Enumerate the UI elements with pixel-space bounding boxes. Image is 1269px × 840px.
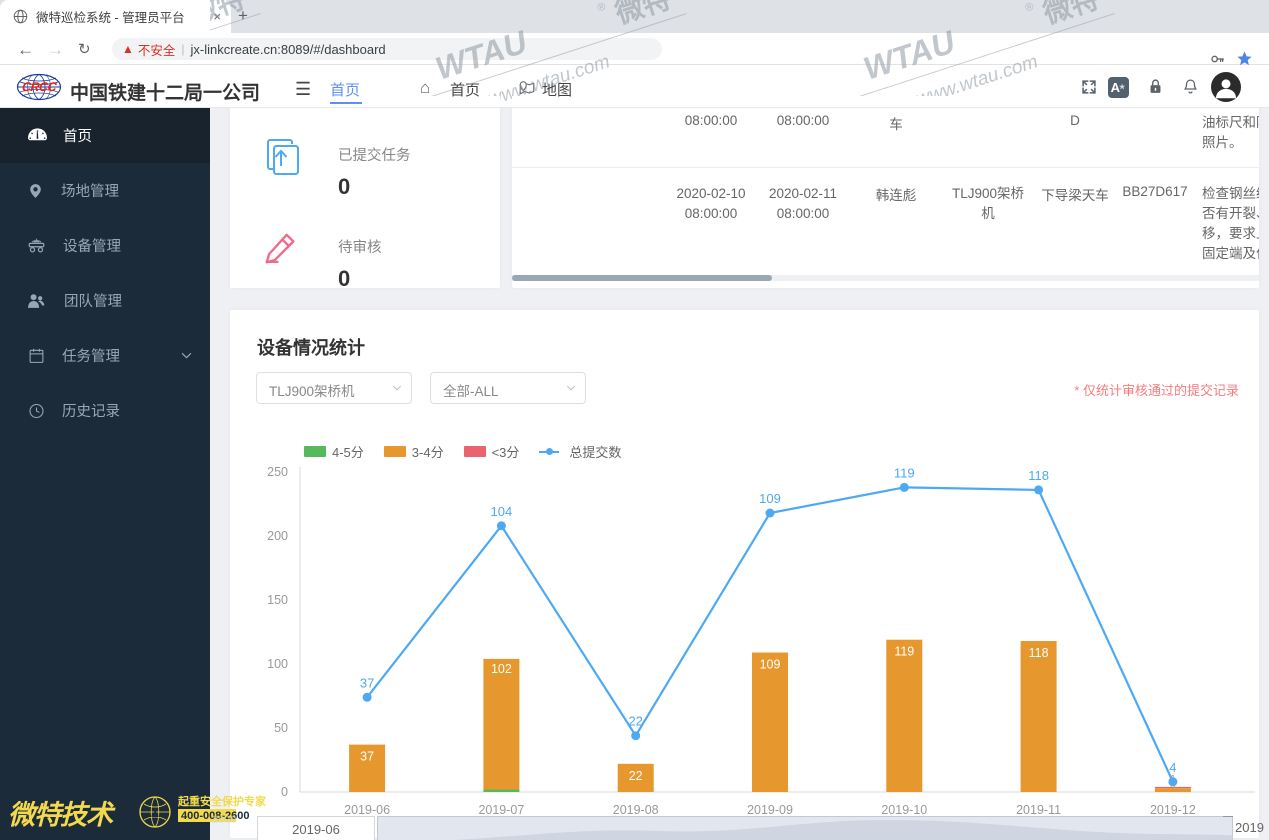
svg-text:2019-06: 2019-06 — [344, 803, 390, 817]
svg-text:104: 104 — [491, 504, 513, 519]
svg-text:2019-08: 2019-08 — [613, 803, 659, 817]
svg-text:250: 250 — [267, 465, 288, 479]
svg-text:37: 37 — [360, 675, 374, 690]
svg-text:2019-12: 2019-12 — [1150, 803, 1196, 817]
svg-text:100: 100 — [267, 657, 288, 671]
svg-text:22: 22 — [629, 769, 643, 783]
svg-text:2019-11: 2019-11 — [1016, 803, 1061, 817]
svg-text:0: 0 — [281, 785, 288, 799]
svg-text:119: 119 — [894, 645, 914, 659]
svg-text:118: 118 — [1028, 468, 1049, 483]
svg-text:118: 118 — [1029, 646, 1049, 660]
svg-text:150: 150 — [267, 593, 288, 607]
svg-text:50: 50 — [274, 721, 288, 735]
svg-text:2019-07: 2019-07 — [478, 803, 524, 817]
svg-text:起重安全保护专家: 起重安全保护专家 — [177, 794, 267, 808]
svg-text:200: 200 — [267, 529, 288, 543]
svg-text:CRCC: CRCC — [21, 80, 58, 94]
svg-text:Z: Z — [151, 805, 159, 820]
svg-text:37: 37 — [360, 750, 374, 764]
svg-text:22: 22 — [628, 714, 642, 729]
svg-text:微特技术: 微特技术 — [8, 800, 116, 830]
svg-text:109: 109 — [760, 658, 781, 672]
svg-text:4: 4 — [1169, 760, 1176, 775]
svg-text:102: 102 — [491, 662, 512, 676]
svg-text:2019-10: 2019-10 — [881, 803, 927, 817]
svg-text:2019-09: 2019-09 — [747, 803, 793, 817]
svg-text:119: 119 — [894, 465, 915, 480]
svg-text:109: 109 — [759, 491, 781, 506]
